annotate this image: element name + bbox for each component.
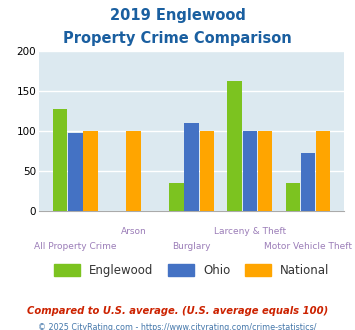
Bar bbox=[286, 183, 300, 211]
Text: Compared to U.S. average. (U.S. average equals 100): Compared to U.S. average. (U.S. average … bbox=[27, 306, 328, 316]
Bar bbox=[228, 81, 242, 211]
Text: All Property Crime: All Property Crime bbox=[34, 242, 116, 250]
Text: © 2025 CityRating.com - https://www.cityrating.com/crime-statistics/: © 2025 CityRating.com - https://www.city… bbox=[38, 323, 317, 330]
Bar bbox=[301, 153, 315, 211]
Text: Larceny & Theft: Larceny & Theft bbox=[214, 227, 286, 236]
Legend: Englewood, Ohio, National: Englewood, Ohio, National bbox=[49, 260, 334, 282]
Bar bbox=[169, 183, 184, 211]
Text: Property Crime Comparison: Property Crime Comparison bbox=[63, 31, 292, 46]
Bar bbox=[126, 131, 141, 211]
Text: 2019 Englewood: 2019 Englewood bbox=[110, 8, 245, 23]
Bar bbox=[258, 131, 272, 211]
Bar bbox=[185, 123, 199, 211]
Bar bbox=[316, 131, 331, 211]
Text: Motor Vehicle Theft: Motor Vehicle Theft bbox=[264, 242, 352, 250]
Bar bbox=[200, 131, 214, 211]
Text: Arson: Arson bbox=[121, 227, 146, 236]
Text: Burglary: Burglary bbox=[173, 242, 211, 250]
Bar bbox=[53, 109, 67, 211]
Bar bbox=[83, 131, 98, 211]
Bar bbox=[68, 133, 83, 211]
Bar bbox=[242, 131, 257, 211]
